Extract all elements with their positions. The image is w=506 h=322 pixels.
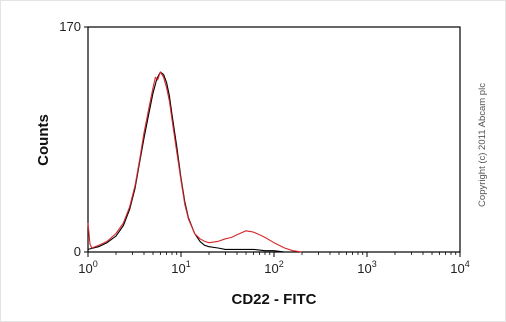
x-tick-label: 101 (171, 259, 190, 276)
axis-ticks: 100 101 102 103 104 0 170 (59, 19, 469, 276)
x-tick-label: 104 (450, 259, 469, 276)
series-line-2 (87, 71, 303, 253)
copyright-watermark: Copyright (c) 2011 Abcam plc (477, 83, 488, 207)
y-tick-label: 170 (59, 19, 81, 34)
x-tick-label: 103 (357, 259, 376, 276)
x-axis-label: CD22 - FITC (231, 291, 316, 308)
series-line-1 (87, 71, 302, 253)
x-tick-label: 102 (264, 259, 283, 276)
y-axis-label: Counts (35, 114, 52, 166)
x-tick-label: 100 (78, 259, 97, 276)
y-tick-label: 0 (74, 244, 81, 259)
series-lines (87, 71, 303, 253)
